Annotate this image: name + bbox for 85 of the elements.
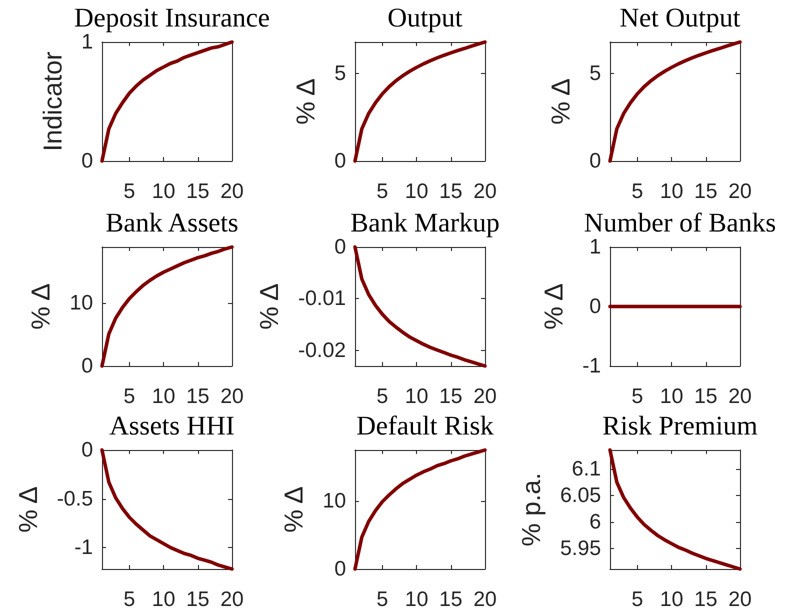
y-tick-label: -1 xyxy=(74,536,93,560)
x-tick-label: 10 xyxy=(152,385,176,408)
x-tick-label: 10 xyxy=(152,180,176,203)
x-tick-label: 20 xyxy=(220,180,244,203)
y-tick-label: 1 xyxy=(81,30,93,54)
y-tick-label: 10 xyxy=(322,490,346,512)
y-tick-label: 0 xyxy=(81,438,93,462)
x-tick-label: 5 xyxy=(124,588,136,611)
x-tick-label: 15 xyxy=(186,385,210,408)
chart-title: Output xyxy=(387,2,463,32)
x-tick-label: 15 xyxy=(186,588,210,611)
y-tick-label: 6 xyxy=(589,510,601,534)
chart-title: Deposit Insurance xyxy=(74,2,270,32)
chart-title: Bank Markup xyxy=(350,208,500,238)
y-axis-title: % Δ xyxy=(254,283,284,330)
x-tick-label: 20 xyxy=(220,385,244,408)
y-tick-label: 5.95 xyxy=(560,536,601,560)
chart-title: Bank Assets xyxy=(106,208,238,238)
x-tick-label: 5 xyxy=(632,385,644,408)
line-series xyxy=(100,448,234,571)
line-series xyxy=(353,245,487,368)
y-axis-title: % Δ xyxy=(290,78,320,125)
y-tick-label: 0 xyxy=(589,295,601,318)
x-tick-label: 10 xyxy=(660,588,684,611)
line-series xyxy=(100,245,234,368)
chart-title: Assets HHI xyxy=(109,410,235,440)
line-series xyxy=(100,40,234,163)
y-tick-label: 5 xyxy=(589,62,601,85)
y-tick-label: -0.02 xyxy=(298,338,346,362)
y-axis-title: % Δ xyxy=(26,283,56,330)
x-tick-label: 10 xyxy=(660,180,684,203)
y-tick-label: 6.1 xyxy=(572,458,601,481)
chart-title: Net Output xyxy=(620,2,741,32)
x-tick-label: 10 xyxy=(152,588,176,611)
x-tick-label: 15 xyxy=(439,385,462,408)
line-series xyxy=(353,448,487,571)
y-tick-label: 10 xyxy=(70,292,93,315)
x-tick-label: 20 xyxy=(728,180,752,203)
line-series xyxy=(608,448,742,571)
chart-title: Risk Premium xyxy=(602,410,758,440)
line-series xyxy=(353,40,487,163)
x-tick-label: 5 xyxy=(632,588,644,611)
y-tick-label: 0 xyxy=(334,236,346,258)
x-tick-label: 20 xyxy=(473,588,497,611)
x-tick-label: 5 xyxy=(632,180,644,203)
x-tick-label: 5 xyxy=(376,588,388,611)
x-tick-label: 10 xyxy=(404,385,428,408)
chart-title: Default Risk xyxy=(356,410,494,440)
y-tick-label: 0 xyxy=(334,558,346,580)
x-tick-label: 5 xyxy=(376,180,388,203)
x-tick-label: 15 xyxy=(439,588,462,611)
y-axis-title: Indicator xyxy=(37,51,68,152)
x-tick-label: 20 xyxy=(728,588,752,611)
y-tick-label: -1 xyxy=(582,354,601,378)
y-tick-label: 0 xyxy=(334,150,346,172)
x-tick-label: 15 xyxy=(694,385,718,408)
chart-title: Number of Banks xyxy=(584,208,776,238)
y-axis-title: % Δ xyxy=(538,283,568,330)
x-tick-label: 15 xyxy=(439,180,462,203)
x-tick-label: 10 xyxy=(404,180,428,203)
y-axis-title: % p.a. xyxy=(516,472,546,546)
x-tick-label: 15 xyxy=(694,180,718,203)
x-tick-label: 10 xyxy=(404,588,428,611)
x-tick-label: 5 xyxy=(124,180,136,203)
y-tick-label: 6.05 xyxy=(560,484,601,507)
y-tick-label: 5 xyxy=(334,62,346,85)
y-tick-label: 1 xyxy=(589,236,601,258)
x-tick-label: 20 xyxy=(473,180,497,203)
x-tick-label: 20 xyxy=(473,385,497,408)
x-tick-label: 5 xyxy=(376,385,388,408)
x-tick-label: 15 xyxy=(694,588,718,611)
x-tick-label: 15 xyxy=(186,180,210,203)
y-axis-title: % Δ xyxy=(278,486,309,533)
y-axis-title: % Δ xyxy=(12,486,43,533)
y-tick-label: 0 xyxy=(589,150,601,172)
y-axis-title: % Δ xyxy=(545,78,576,125)
x-tick-label: 20 xyxy=(728,385,752,408)
line-series xyxy=(608,40,742,163)
x-tick-label: 10 xyxy=(660,385,684,408)
y-tick-label: 0 xyxy=(81,354,93,378)
y-tick-label: -0.01 xyxy=(298,287,346,310)
x-tick-label: 20 xyxy=(220,588,244,611)
y-tick-label: 0 xyxy=(81,150,93,172)
y-tick-label: -0.5 xyxy=(56,487,93,510)
x-tick-label: 5 xyxy=(124,385,136,408)
